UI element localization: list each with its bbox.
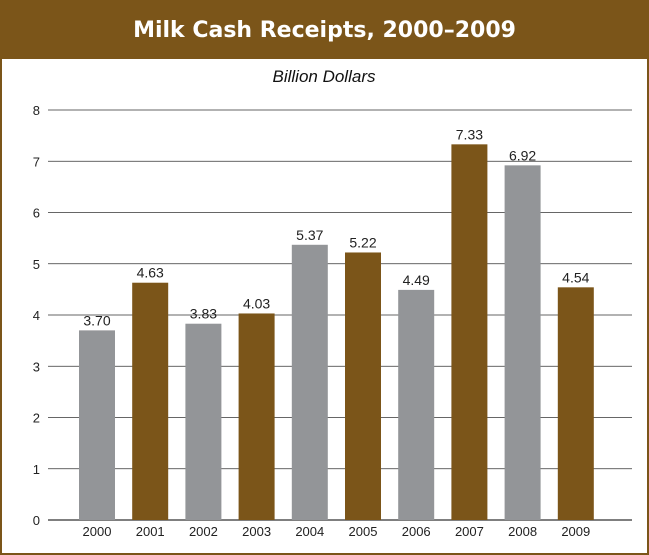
y-tick-label: 7 (33, 154, 40, 169)
y-tick-label: 3 (33, 359, 40, 374)
y-tick-label: 8 (33, 103, 40, 118)
bar-2009 (558, 287, 594, 520)
y-tick-label: 4 (33, 308, 40, 323)
x-tick-label-2005: 2005 (349, 524, 378, 539)
y-tick-label: 6 (33, 206, 40, 221)
bar-2002 (185, 324, 221, 520)
bar-2006 (398, 290, 434, 520)
y-tick-label: 2 (33, 411, 40, 426)
x-tick-label-2000: 2000 (83, 524, 112, 539)
x-tick-label-2009: 2009 (561, 524, 590, 539)
bar-2004 (292, 245, 328, 520)
x-tick-label-2006: 2006 (402, 524, 431, 539)
y-tick-label: 0 (33, 513, 40, 528)
x-tick-label-2008: 2008 (508, 524, 537, 539)
data-label-2008: 6.92 (509, 147, 536, 163)
x-tick-label-2007: 2007 (455, 524, 484, 539)
bar-2003 (239, 313, 275, 520)
data-label-2000: 3.70 (83, 312, 110, 328)
x-tick-label-2003: 2003 (242, 524, 271, 539)
data-label-2005: 5.22 (349, 234, 376, 250)
data-label-2003: 4.03 (243, 295, 270, 311)
bar-2005 (345, 252, 381, 520)
bar-2007 (451, 144, 487, 520)
data-label-2004: 5.37 (296, 227, 323, 243)
x-tick-label-2001: 2001 (136, 524, 165, 539)
data-label-2006: 4.49 (403, 272, 430, 288)
data-label-2007: 7.33 (456, 126, 483, 142)
bar-2008 (505, 165, 541, 520)
data-label-2002: 3.83 (190, 306, 217, 322)
data-label-2001: 4.63 (137, 265, 164, 281)
bar-2001 (132, 283, 168, 520)
x-tick-label-2004: 2004 (295, 524, 324, 539)
x-tick-label-2002: 2002 (189, 524, 218, 539)
chart-subtitle: Billion Dollars (273, 67, 376, 86)
bar-2000 (79, 330, 115, 520)
y-tick-label: 1 (33, 462, 40, 477)
data-label-2009: 4.54 (562, 269, 589, 285)
y-tick-label: 5 (33, 257, 40, 272)
